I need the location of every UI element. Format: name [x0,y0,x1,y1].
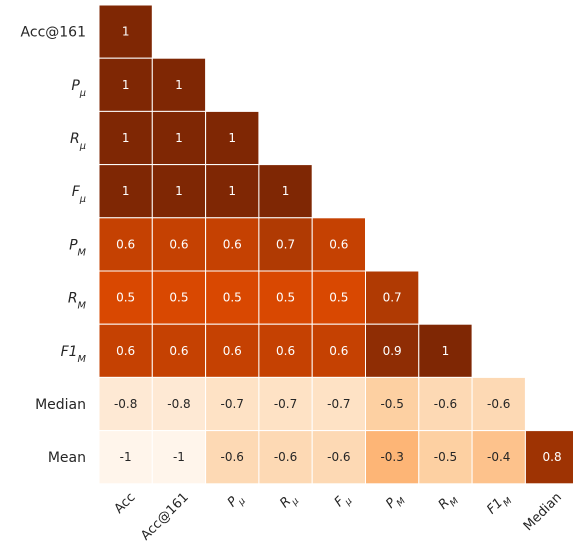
x-tick-label: Median [521,490,565,534]
cell-value-label: -1 [173,450,185,464]
x-tick-label: Acc [112,490,139,517]
cell-value-label: -0.5 [380,397,403,411]
heatmap-cell [365,430,420,485]
cell-value-label: 1 [122,131,130,145]
cell-value-label: 0.5 [116,291,135,305]
cell-value-label: -1 [120,450,132,464]
cell-value-label: -0.7 [327,397,350,411]
cell-value-label: 0.7 [276,237,295,251]
cell-value-label: -0.6 [327,450,350,464]
y-tick-label: Rμ [70,131,86,152]
heatmap-cell [151,323,207,378]
y-tick-label: RM [68,291,87,312]
heatmap-cell [151,164,207,219]
heatmap-cell [258,217,313,272]
heatmap-cell [151,430,207,485]
heatmap-cell [205,110,260,166]
heatmap-cell [98,57,153,112]
x-tick-label: PM [383,490,408,515]
cell-value-label: 0.9 [383,344,402,358]
cell-value-label: 1 [175,131,183,145]
cell-value-label: 0.5 [169,291,188,305]
heatmap-cell [365,323,420,378]
cell-value-label: 0.6 [329,237,348,251]
heatmap-cell [98,4,153,59]
cell-value-label: 0.6 [276,344,295,358]
heatmap-cell [151,270,207,325]
heatmap-cells: 1 1 1 1 1 1 1 1 1 1 0.6 0.6 0.6 0.7 0.6 0.5 0.5 0.5 0.5 0.5… [98,4,573,485]
cell-value-label: -0.7 [274,397,297,411]
cell-value-label: 1 [175,78,183,92]
heatmap-cell [98,376,153,432]
cell-value-label: -0.3 [380,450,403,464]
heatmap-cell [365,270,420,325]
cell-value-label: 0.6 [169,237,188,251]
heatmap-cell [471,376,526,432]
heatmap-cell [311,270,367,325]
heatmap-cell [98,323,153,378]
x-tick-label: F1M [484,490,514,520]
heatmap-cell [258,323,313,378]
x-tick-label: Rμ [277,490,301,514]
cell-value-label: 0.6 [329,344,348,358]
cell-value-label: -0.5 [434,450,457,464]
cell-value-label: -0.4 [487,450,510,464]
x-tick-label: Fμ [332,490,355,513]
cell-value-label: -0.6 [434,397,457,411]
cell-value-label: 0.6 [169,344,188,358]
cell-value-label: -0.6 [487,397,510,411]
cell-value-label: -0.6 [221,450,244,464]
cell-value-label: 0.7 [383,291,402,305]
heatmap-cell [524,430,573,485]
y-tick-label: F1M [61,344,87,365]
y-tick-label: Mean [48,450,86,466]
heatmap-cell [258,430,313,485]
x-axis-labels: Acc Acc@161 Pμ Rμ Fμ PM RM F1M Median [112,490,565,544]
cell-value-label: 0.6 [223,344,242,358]
heatmap-cell [205,376,260,432]
cell-value-label: -0.6 [274,450,297,464]
heatmap-cell [418,323,473,378]
x-tick-label: Pμ [225,490,248,513]
cell-value-label: 0.6 [116,344,135,358]
cell-value-label: 1 [228,131,236,145]
cell-value-label: 0.6 [223,237,242,251]
y-tick-label: Pμ [71,78,86,99]
y-tick-label: PM [69,237,86,258]
cell-value-label: 0.6 [116,237,135,251]
cell-value-label: 1 [282,184,290,198]
y-tick-label: Acc@161 [21,25,86,41]
y-tick-label: Fμ [72,184,86,205]
heatmap-cell [98,430,153,485]
heatmap-cell [205,270,260,325]
heatmap-cell [205,430,260,485]
cell-value-label: 1 [175,184,183,198]
cell-value-label: -0.8 [114,397,137,411]
cell-value-label: 1 [442,344,450,358]
cell-value-label: 1 [122,78,130,92]
cell-value-label: 1 [228,184,236,198]
cell-value-label: -0.8 [167,397,190,411]
heatmap-cell [258,270,313,325]
heatmap-cell [151,57,207,112]
x-tick-label: RM [436,490,461,515]
heatmap-cell [418,430,473,485]
y-tick-label: Median [35,397,86,413]
cell-value-label: 0.5 [329,291,348,305]
cell-value-label: -0.7 [221,397,244,411]
cell-value-label: 0.5 [276,291,295,305]
heatmap-cell [258,164,313,219]
cell-value-label: 0.5 [223,291,242,305]
cell-value-label: 1 [122,184,130,198]
heatmap-cell [311,430,367,485]
cell-value-label: 0.8 [543,450,562,464]
cell-value-label: 1 [122,25,130,39]
x-tick-label: Acc@161 [138,490,192,544]
y-axis-labels: Acc@161 Pμ Rμ Fμ PM RM F1M Median Mean [21,25,87,467]
heatmap-cell [98,270,153,325]
heatmap-cell [151,217,207,272]
